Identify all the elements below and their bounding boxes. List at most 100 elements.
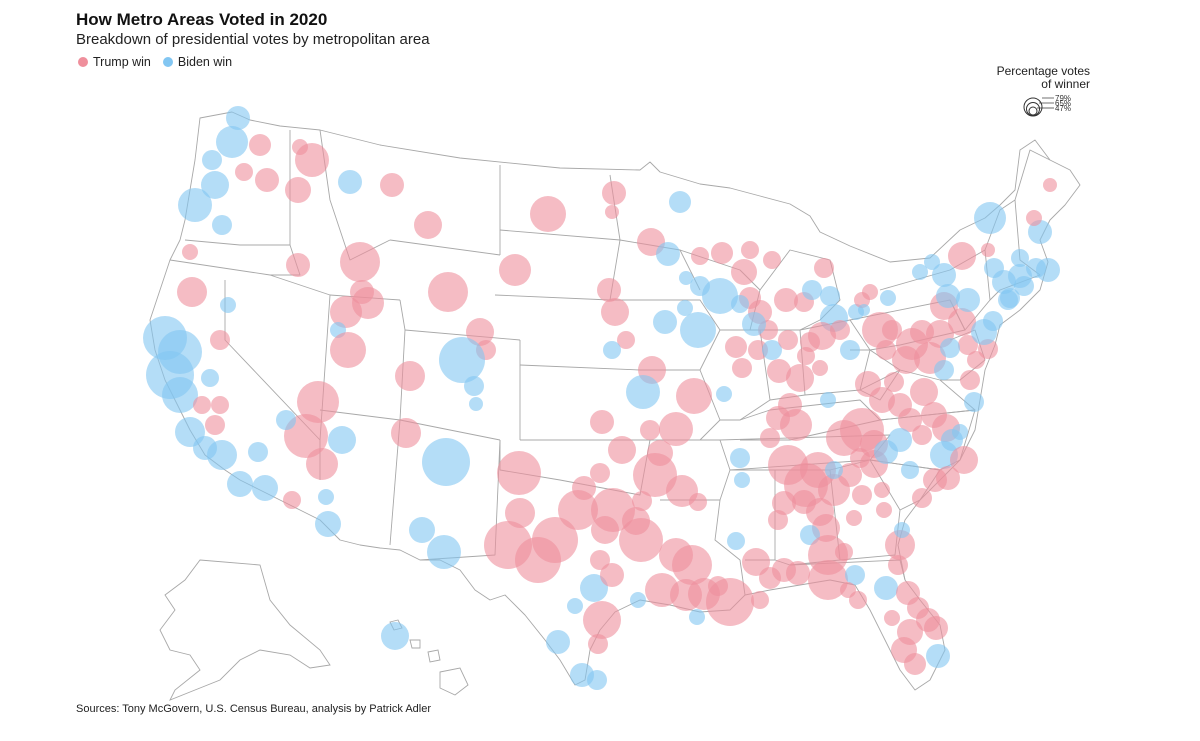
metro-bubble-trump xyxy=(497,451,541,495)
metro-bubble-trump xyxy=(885,530,915,560)
metro-bubble-biden xyxy=(734,472,750,488)
metro-bubble-biden xyxy=(894,522,910,538)
metro-bubble-biden xyxy=(934,360,954,380)
metro-bubble-trump xyxy=(846,510,862,526)
metro-bubble-trump xyxy=(647,440,673,466)
metro-bubble-trump xyxy=(391,418,421,448)
metro-bubble-trump xyxy=(285,177,311,203)
metro-bubble-biden xyxy=(656,242,680,266)
metro-bubble-trump xyxy=(732,358,752,378)
metro-bubble-biden xyxy=(162,377,198,413)
metro-bubble-biden xyxy=(427,535,461,569)
legend-item-trump: Trump win xyxy=(78,55,151,69)
border-ne-ks xyxy=(519,364,641,371)
metro-bubble-trump xyxy=(862,284,878,300)
metro-bubble-biden xyxy=(679,271,693,285)
metro-bubble-trump xyxy=(617,331,635,349)
metro-bubble-trump xyxy=(1043,178,1057,192)
metro-bubble-trump xyxy=(936,466,960,490)
metro-bubble-trump xyxy=(910,378,938,406)
metro-bubble-trump xyxy=(597,278,621,302)
metro-bubble-trump xyxy=(380,173,404,197)
metro-bubble-trump xyxy=(558,490,598,530)
metro-bubble-biden xyxy=(730,448,750,468)
metro-bubble-trump xyxy=(297,381,339,423)
metro-bubble-trump xyxy=(778,330,798,350)
metro-bubble-trump xyxy=(590,463,610,483)
size-legend-circles: 79% 65% 47% xyxy=(1023,94,1071,117)
metro-bubble-trump xyxy=(330,332,366,368)
metro-bubble-biden xyxy=(603,341,621,359)
metro-bubbles xyxy=(143,106,1060,690)
metro-bubble-trump xyxy=(672,545,712,585)
metro-bubble-trump xyxy=(808,322,836,350)
metro-bubble-biden xyxy=(315,511,341,537)
metro-bubble-biden xyxy=(932,263,956,287)
metro-bubble-trump xyxy=(751,591,769,609)
metro-bubble-biden xyxy=(227,471,253,497)
metro-bubble-trump xyxy=(249,134,271,156)
metro-bubble-trump xyxy=(306,448,338,480)
metro-bubble-biden xyxy=(731,295,749,313)
metro-bubble-trump xyxy=(640,420,660,440)
metro-bubble-trump xyxy=(786,364,814,392)
metro-bubble-trump xyxy=(676,378,712,414)
metro-bubble-trump xyxy=(948,308,976,336)
metro-bubble-trump xyxy=(505,498,535,528)
metro-bubble-biden xyxy=(840,340,860,360)
metro-bubble-biden xyxy=(677,300,693,316)
metro-bubble-trump xyxy=(608,436,636,464)
metro-bubble-trump xyxy=(605,205,619,219)
metro-bubble-biden xyxy=(964,392,984,412)
metro-bubble-trump xyxy=(395,361,425,391)
metro-bubble-trump xyxy=(950,446,978,474)
chart-title: How Metro Areas Voted in 2020 xyxy=(76,10,328,29)
metro-bubble-biden xyxy=(626,375,660,409)
metro-bubble-biden xyxy=(464,376,484,396)
sources-note: Sources: Tony McGovern, U.S. Census Bure… xyxy=(76,703,432,715)
metro-bubble-trump xyxy=(428,272,468,312)
metro-bubble-trump xyxy=(814,258,834,278)
metro-bubble-trump xyxy=(884,372,904,392)
metro-bubble-trump xyxy=(768,510,788,530)
metro-bubble-biden xyxy=(318,489,334,505)
metro-bubble-trump xyxy=(602,181,626,205)
metro-bubble-trump xyxy=(532,517,578,563)
metro-bubble-trump xyxy=(958,335,978,355)
metro-bubble-trump xyxy=(590,410,614,434)
metro-bubble-biden xyxy=(567,598,583,614)
size-label-47: 47% xyxy=(1055,104,1071,113)
metro-bubble-trump xyxy=(211,396,229,414)
metro-bubble-trump xyxy=(748,340,768,360)
border-mt-wy xyxy=(389,239,501,256)
metro-bubble-biden xyxy=(220,297,236,313)
metro-bubble-trump xyxy=(632,491,652,511)
metro-bubble-biden xyxy=(252,475,278,501)
metro-bubble-biden xyxy=(201,369,219,387)
color-legend: Trump win Biden win xyxy=(78,55,244,69)
legend-item-biden: Biden win xyxy=(162,55,232,69)
metro-bubble-trump xyxy=(340,242,380,282)
metro-bubble-biden xyxy=(820,286,840,306)
metro-bubble-trump xyxy=(583,601,621,639)
metro-bubble-trump xyxy=(849,591,867,609)
size-legend-title-line1: Percentage votes xyxy=(996,64,1090,78)
metro-bubble-trump xyxy=(292,139,308,155)
metro-bubble-trump xyxy=(711,242,733,264)
metro-bubble-biden xyxy=(680,312,716,348)
metro-bubble-trump xyxy=(882,320,902,340)
metro-bubble-biden xyxy=(716,386,732,402)
metro-bubble-biden xyxy=(248,442,268,462)
metro-bubble-biden xyxy=(653,310,677,334)
metro-bubble-trump xyxy=(852,485,872,505)
metro-bubble-trump xyxy=(466,318,494,346)
metro-bubble-trump xyxy=(808,560,848,600)
border-wy-co xyxy=(404,329,521,341)
metro-bubble-trump xyxy=(898,408,922,432)
metro-bubble-trump xyxy=(600,563,624,587)
border-ut-co xyxy=(399,299,406,421)
metro-bubble-trump xyxy=(193,396,211,414)
metro-bubble-biden xyxy=(469,397,483,411)
metro-bubble-biden xyxy=(880,290,896,306)
